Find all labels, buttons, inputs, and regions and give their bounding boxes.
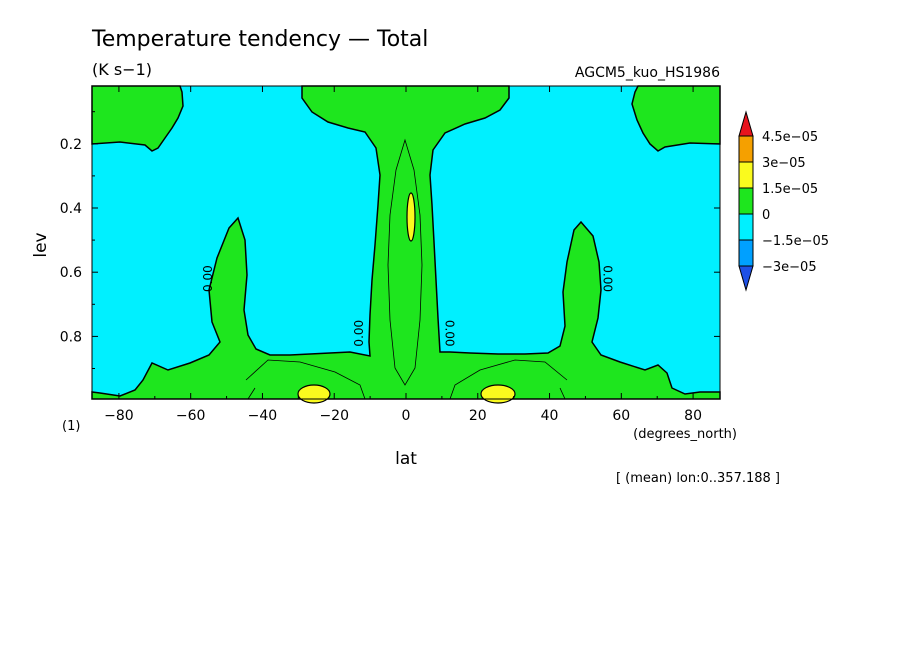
colorbar-bottom-arrow: [738, 265, 754, 292]
chart-units: (K s−1): [92, 60, 152, 79]
y-tick-label: 0.4: [60, 201, 82, 217]
colorbar-label: −3e−05: [762, 260, 817, 275]
colorbar-swatch: [738, 135, 754, 163]
colorbar-swatch: [738, 161, 754, 189]
colorbar-top-arrow: [738, 110, 754, 137]
contour-label: 0.00: [201, 265, 215, 292]
green-region-upper-right: [631, 85, 721, 152]
green-region-upper-left: [91, 85, 184, 152]
x-axis-label: lat: [395, 449, 417, 469]
y-tick-label: 0.2: [60, 137, 82, 153]
yellow-maximum-left: [297, 384, 331, 404]
x-axis: −80 −60 −40 −20 0 20 40 60 80: [104, 86, 702, 424]
colorbar: 4.5e−05 3e−05 1.5e−05 0 −1.5e−05 −3e−05: [738, 110, 829, 292]
y-axis: 0.2 0.4 0.6 0.8: [60, 111, 720, 370]
colorbar-label: 1.5e−05: [762, 182, 818, 197]
contour-plot-area: [91, 85, 721, 404]
x-tick-label: −60: [176, 408, 206, 424]
colorbar-label: 0: [762, 208, 770, 223]
y-axis-label: lev: [31, 232, 51, 257]
colorbar-swatch: [738, 213, 754, 241]
x-tick-label: 20: [469, 408, 487, 424]
contour-line-1.5e-05-center: [387, 138, 423, 386]
x-tick-label: −20: [319, 408, 349, 424]
x-axis-units: (degrees_north): [633, 427, 737, 442]
footnote: [ (mean) lon:0..357.188 ]: [616, 471, 780, 486]
x-tick-label: −40: [248, 408, 278, 424]
y-tick-label: 0.8: [60, 329, 82, 345]
contour-label: 0.00: [352, 320, 366, 347]
colorbar-label: −1.5e−05: [762, 234, 829, 249]
contour-label: 0.00: [442, 320, 456, 347]
x-tick-label: 40: [541, 408, 559, 424]
dataset-name: AGCM5_kuo_HS1986: [575, 65, 720, 81]
yellow-maximum-center: [406, 192, 416, 242]
contour-line-1.5e-05-left: [245, 359, 366, 400]
contour-labels: 0.00 0.00 0.00 0.00: [201, 265, 614, 346]
x-tick-label: −80: [104, 408, 134, 424]
y-axis-units: (1): [62, 419, 80, 434]
colorbar-swatch: [738, 187, 754, 215]
colorbar-label: 3e−05: [762, 156, 806, 171]
contour-label: 0.00: [600, 265, 614, 292]
chart-title: Temperature tendency — Total: [91, 27, 428, 52]
contour-line-1.5e-05-right: [449, 359, 568, 400]
colorbar-label: 4.5e−05: [762, 130, 818, 145]
x-tick-label: 60: [612, 408, 630, 424]
y-tick-label: 0.6: [60, 265, 82, 281]
yellow-maximum-right: [480, 384, 516, 404]
x-tick-label: 80: [684, 408, 702, 424]
x-tick-label: 0: [402, 408, 411, 424]
colorbar-swatch: [738, 239, 754, 267]
